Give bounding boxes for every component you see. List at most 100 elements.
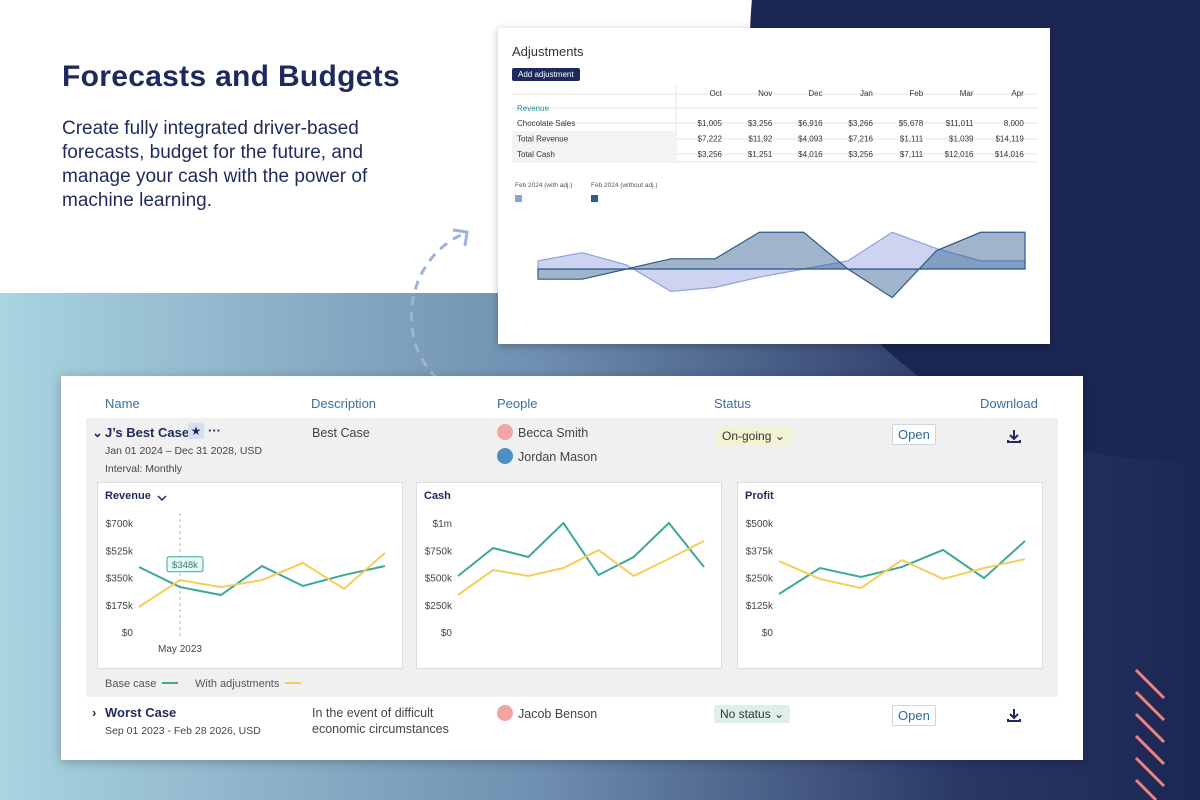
status-dropdown[interactable]: No status ⌄ bbox=[714, 705, 791, 723]
person-name: Becca Smith bbox=[518, 426, 589, 440]
column-header: Dec bbox=[808, 89, 822, 98]
mini-chart: Revenue $0 $175k $350k $525k $700k May 2023 $34… bbox=[105, 490, 386, 655]
cell: $3,256 bbox=[698, 150, 723, 159]
column-header: People bbox=[497, 396, 538, 411]
tooltip-label: $348k bbox=[172, 560, 198, 571]
scenario-interval: Interval: Monthly bbox=[105, 463, 183, 475]
column-header: Nov bbox=[758, 89, 772, 98]
chart-title: Revenue bbox=[105, 490, 151, 502]
person: Jacob Benson bbox=[497, 705, 597, 722]
y-tick-label: $750k bbox=[425, 546, 453, 557]
scenario-description: In the event of difficult economic circu… bbox=[312, 706, 449, 736]
legend-label: With adjustments bbox=[195, 678, 280, 690]
cell: $1,111 bbox=[900, 135, 924, 144]
cell: $5,678 bbox=[899, 119, 924, 128]
cell: $3,256 bbox=[848, 150, 873, 159]
line bbox=[138, 552, 386, 608]
line bbox=[457, 540, 705, 596]
person: Jordan Mason bbox=[497, 448, 597, 465]
scenario-description: Best Case bbox=[312, 426, 370, 440]
arrow bbox=[409, 228, 469, 380]
y-tick-label: $350k bbox=[106, 574, 134, 585]
scenarios-panel: Name Description People Status Download … bbox=[61, 376, 1083, 760]
avatar bbox=[497, 705, 513, 721]
person-name: Jordan Mason bbox=[518, 450, 598, 464]
avatar bbox=[497, 448, 513, 464]
download-icon[interactable] bbox=[1006, 428, 1022, 444]
chart-title: Profit bbox=[745, 490, 774, 502]
row-highlight bbox=[512, 131, 676, 162]
column-header: Download bbox=[980, 396, 1038, 411]
scenario-dates: Jan 01 2024 – Dec 31 2028, USD bbox=[105, 445, 263, 457]
column-header: Mar bbox=[960, 89, 974, 98]
legend-swatch bbox=[591, 195, 598, 202]
cell: $7,216 bbox=[848, 135, 873, 144]
cell: $4,016 bbox=[798, 150, 823, 159]
y-tick-label: $1m bbox=[433, 519, 452, 530]
y-tick-label: $500k bbox=[425, 574, 453, 585]
y-tick-label: $500k bbox=[746, 519, 774, 530]
column-header: Name bbox=[105, 396, 140, 411]
cell: $3,266 bbox=[848, 119, 873, 128]
legend-label: Feb 2024 (with adj.) bbox=[515, 182, 572, 189]
cell: $3,256 bbox=[748, 119, 773, 128]
line bbox=[778, 540, 1026, 595]
scenario-dates: Sep 01 2023 - Feb 28 2026, USD bbox=[105, 725, 261, 737]
tooltip-box bbox=[166, 556, 204, 573]
star-icon[interactable]: ★ bbox=[188, 423, 204, 439]
legend-swatch bbox=[515, 195, 522, 202]
status-label: On-going bbox=[722, 429, 772, 443]
scenario-name[interactable]: Worst Case bbox=[105, 705, 177, 720]
line bbox=[138, 564, 386, 597]
adjustments-table-chart: Oct Nov Dec Jan Feb Mar Apr Revenue Chocolate Sa… bbox=[512, 86, 1038, 299]
expand-toggle[interactable]: › bbox=[92, 705, 97, 720]
decoration-stripes bbox=[1134, 668, 1166, 800]
more-menu[interactable]: ··· bbox=[208, 423, 221, 438]
expand-toggle[interactable]: ⌄ bbox=[92, 425, 103, 440]
cell: $4,093 bbox=[798, 135, 823, 144]
y-tick-label: $0 bbox=[122, 628, 134, 639]
scenario-name[interactable]: J’s Best Case bbox=[105, 425, 190, 440]
person: Becca Smith bbox=[497, 424, 588, 441]
legend-label: Base case bbox=[105, 678, 157, 690]
dropdown-icon bbox=[157, 495, 167, 502]
legend-swatch bbox=[162, 682, 179, 684]
hero-text: Create fully integrated driver-based for… bbox=[62, 118, 368, 211]
y-tick-label: $250k bbox=[746, 574, 774, 585]
download-icon[interactable] bbox=[1006, 707, 1022, 723]
open-button[interactable]: Open bbox=[892, 705, 936, 726]
cell: 8,000 bbox=[1004, 119, 1025, 128]
chart-title: Cash bbox=[424, 490, 451, 502]
hero-title: Forecasts and Budgets bbox=[62, 60, 401, 93]
legend-item: Base case bbox=[105, 678, 179, 690]
y-tick-label: $0 bbox=[762, 628, 774, 639]
cell: $11,011 bbox=[946, 119, 974, 128]
chart-card: Cash $0 $250k $500k $750k $1m bbox=[416, 482, 722, 669]
adjustments-panel: Oct Nov Dec Jan Feb Mar Apr Revenue Chocolate Sa… bbox=[498, 28, 1050, 344]
cell: $1,251 bbox=[748, 150, 773, 159]
open-button[interactable]: Open bbox=[892, 424, 936, 445]
row-label: Total Revenue bbox=[517, 135, 569, 144]
cell: $14,119 bbox=[995, 135, 1024, 144]
area bbox=[537, 231, 1026, 299]
row-label: Total Cash bbox=[517, 150, 555, 159]
x-tick-label: May 2023 bbox=[158, 644, 202, 655]
status-label: No status bbox=[720, 707, 771, 721]
cell: $7,222 bbox=[698, 135, 723, 144]
person-name: Jacob Benson bbox=[518, 707, 598, 721]
column-header: Oct bbox=[710, 89, 723, 98]
panel-title: Adjustments bbox=[512, 44, 584, 59]
cell: $1,039 bbox=[949, 135, 974, 144]
legend-label: Feb 2024 (without adj.) bbox=[591, 182, 657, 189]
cell: $6,916 bbox=[798, 119, 823, 128]
column-header: Apr bbox=[1011, 89, 1024, 98]
mini-chart: Profit $0 $125k $250k $375k $500k bbox=[745, 490, 1026, 639]
add-adjustment-button[interactable]: Add adjustment bbox=[512, 68, 580, 81]
line bbox=[778, 558, 1026, 590]
chart-card: Profit $0 $125k $250k $375k $500k bbox=[737, 482, 1043, 669]
chart-card: Revenue $0 $175k $350k $525k $700k May 2023 $34… bbox=[97, 482, 403, 669]
cell: $7,111 bbox=[900, 150, 924, 159]
legend-item: With adjustments bbox=[195, 678, 302, 690]
legend-swatch bbox=[285, 682, 302, 684]
status-dropdown[interactable]: On-going ⌄ bbox=[716, 427, 791, 445]
